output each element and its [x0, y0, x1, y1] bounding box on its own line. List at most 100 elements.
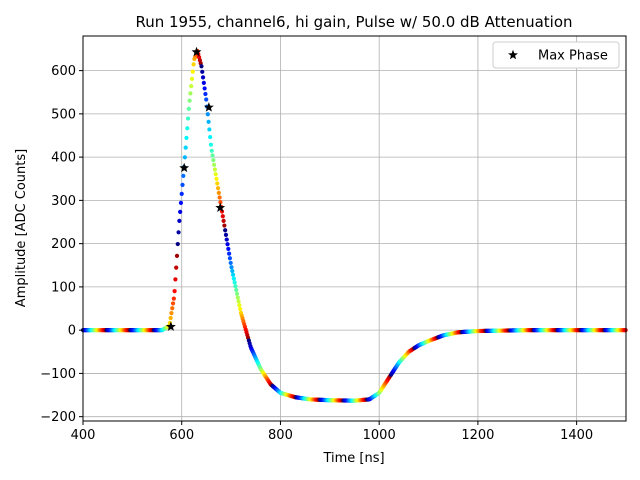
data-point [177, 218, 182, 223]
legend: Max Phase [492, 41, 620, 69]
legend-label: Max Phase [538, 49, 608, 64]
data-point [202, 86, 207, 91]
data-point [182, 155, 187, 160]
data-point [220, 214, 225, 219]
data-point [178, 200, 184, 205]
data-point [187, 98, 192, 103]
data-point [170, 306, 175, 311]
data-point [233, 284, 238, 289]
data-point [184, 135, 189, 141]
data-point [171, 296, 176, 301]
data-point [174, 265, 179, 270]
data-point [200, 75, 206, 80]
data-point [223, 232, 229, 237]
data-point [228, 260, 233, 266]
y-tick-label: −200 [40, 410, 76, 425]
x-tick-label: 1200 [461, 428, 494, 443]
x-tick-label: 400 [71, 428, 96, 443]
data-point [224, 237, 229, 242]
y-tick-label: 600 [51, 64, 76, 79]
data-point [205, 112, 210, 117]
data-point [214, 176, 219, 181]
data-point [217, 195, 222, 200]
data-point [221, 218, 226, 223]
data-point [178, 209, 183, 214]
data-point [188, 91, 193, 96]
data-point [238, 306, 243, 312]
data-point [190, 69, 195, 74]
data-point [227, 256, 233, 261]
x-tick-label: 1400 [560, 428, 593, 443]
data-point [237, 303, 242, 308]
data-point [169, 311, 174, 316]
data-point [172, 289, 177, 294]
data-point [216, 190, 221, 195]
y-tick-label: 100 [51, 280, 76, 295]
y-tick-label: 0 [68, 324, 76, 339]
pulse-scatter-points [80, 49, 628, 403]
max-phase-star [191, 46, 202, 57]
data-point [236, 299, 241, 304]
data-point [207, 127, 212, 132]
data-point [204, 97, 209, 102]
axes-frame [82, 35, 627, 422]
data-point [213, 172, 218, 177]
data-point [215, 186, 221, 191]
y-tick-label: 500 [51, 107, 76, 122]
data-point [218, 200, 223, 205]
data-point [185, 116, 191, 121]
data-point [206, 119, 211, 124]
data-point [201, 80, 206, 85]
data-point [211, 158, 216, 163]
data-point [175, 241, 180, 247]
data-point [208, 134, 213, 140]
max-phase-star [165, 321, 176, 331]
chart-title: Run 1955, channel6, hi gain, Pulse w/ 50… [135, 13, 572, 31]
data-point [232, 280, 237, 285]
data-point [189, 76, 195, 81]
data-point [212, 162, 217, 167]
data-point [209, 148, 214, 153]
data-point [179, 191, 184, 196]
data-point [170, 301, 176, 306]
data-point [222, 223, 227, 228]
data-point [183, 145, 188, 150]
data-point [226, 246, 231, 252]
data-point [200, 69, 205, 74]
y-tick-label: 400 [51, 151, 76, 166]
legend-box [492, 41, 620, 69]
data-point [235, 295, 240, 300]
data-point [234, 291, 240, 296]
y-axis-label: Amplitude [ADC Counts] [14, 149, 29, 307]
data-point [199, 64, 204, 69]
data-point [231, 276, 236, 281]
x-tick-label: 600 [169, 428, 194, 443]
data-point [215, 181, 220, 186]
data-point [219, 209, 225, 214]
data-point [229, 265, 234, 270]
x-tick-label: 800 [268, 428, 293, 443]
data-point [181, 173, 186, 178]
y-tick-label: 200 [51, 237, 76, 252]
data-point [174, 253, 180, 258]
data-point [208, 142, 214, 147]
data-point [212, 167, 217, 172]
x-axis-label: Time [ns] [322, 451, 384, 466]
data-point [223, 228, 228, 233]
data-point [234, 287, 239, 293]
data-point [186, 106, 191, 111]
data-point [230, 272, 236, 277]
data-point [173, 277, 178, 282]
max-phase-star [179, 162, 190, 173]
max-phase-star [203, 102, 214, 112]
data-point [227, 251, 232, 256]
y-tick-label: 300 [51, 194, 76, 209]
plot-area: 400 600 800 1000 1200 1400 −200 −100 0 100 200 300 4… [40, 35, 628, 443]
data-point [230, 268, 235, 274]
data-point [210, 153, 215, 158]
x-tick-label: 1000 [363, 428, 396, 443]
data-point [191, 62, 196, 67]
data-point [203, 91, 208, 97]
